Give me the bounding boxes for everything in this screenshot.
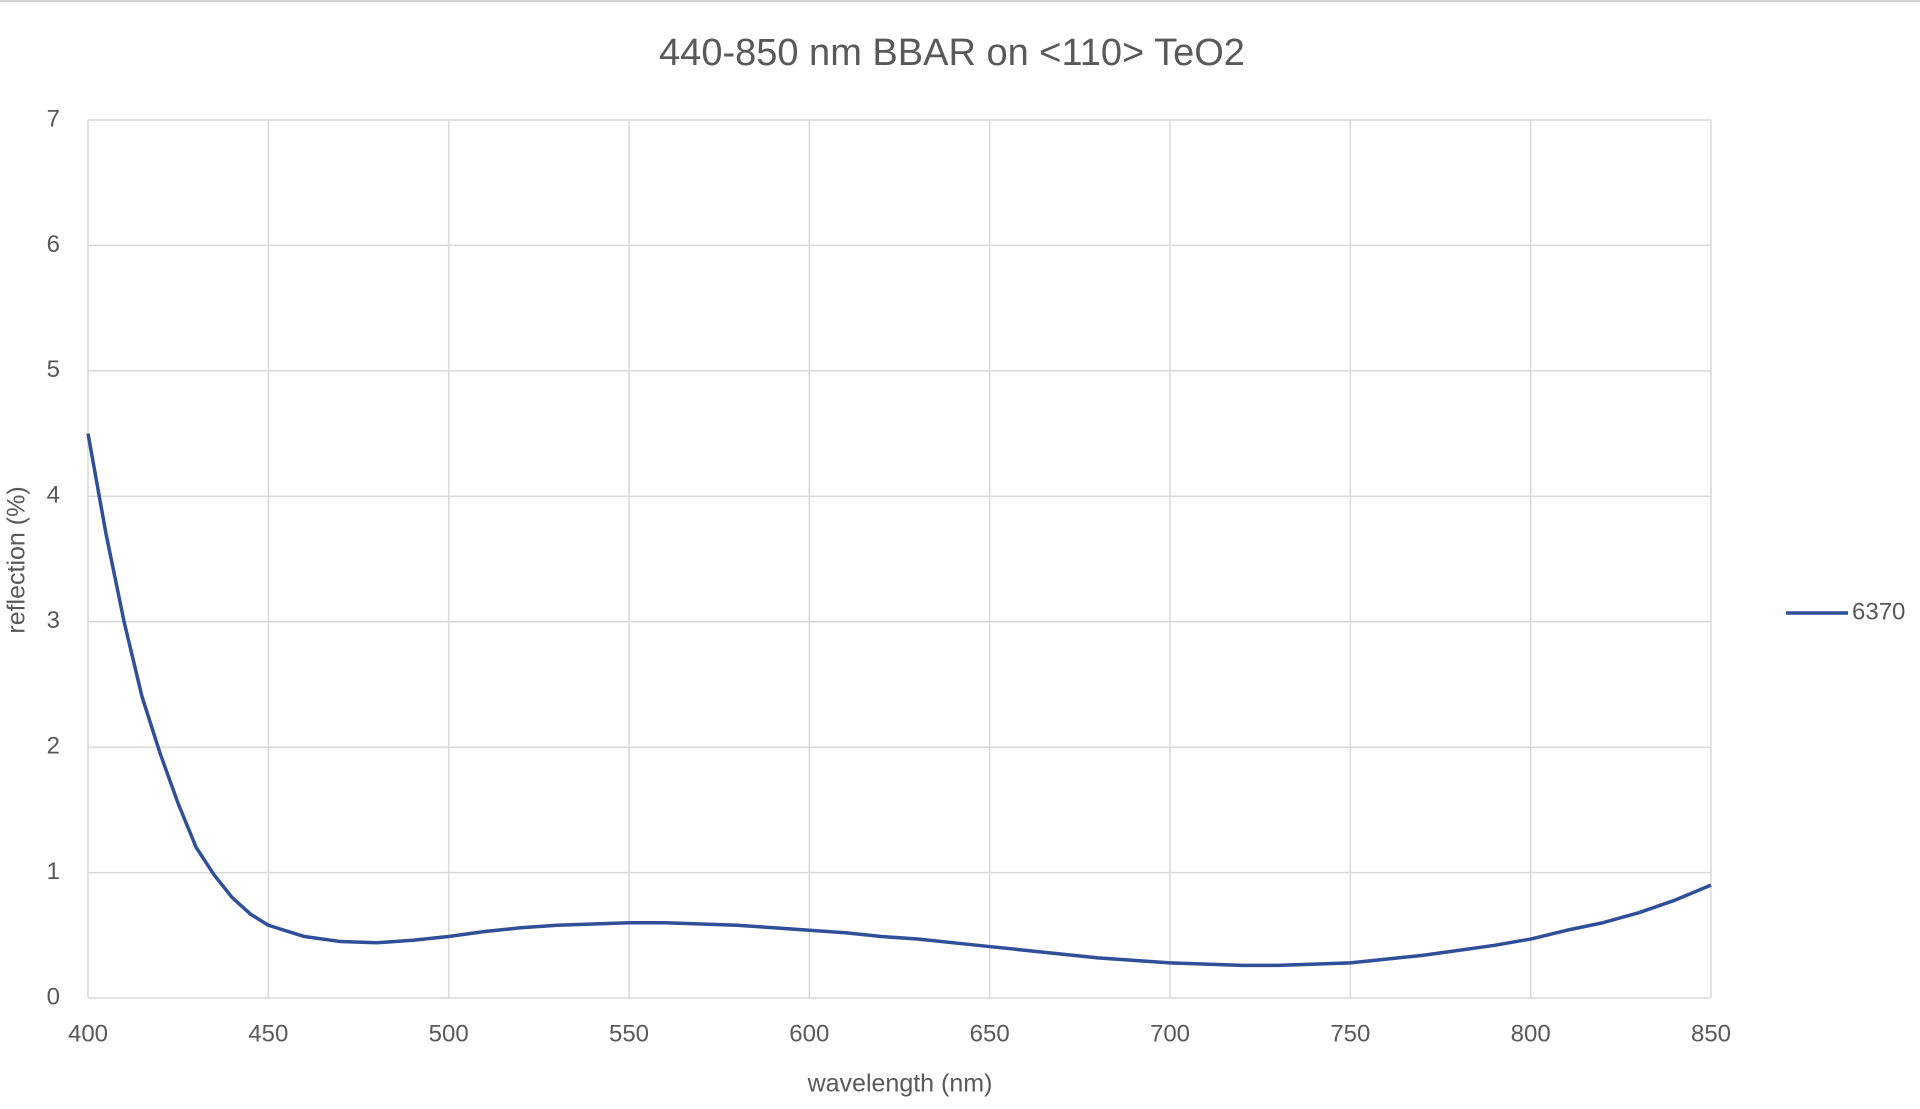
y-tick-label: 4 — [47, 482, 60, 509]
x-tick-label: 600 — [789, 1020, 829, 1047]
x-tick-label: 550 — [609, 1020, 649, 1047]
series-line — [86, 433, 1712, 968]
x-axis-label: wavelength (nm) — [807, 1070, 993, 1098]
y-axis-label: reflection (%) — [3, 486, 31, 633]
x-tick-label: 650 — [970, 1020, 1010, 1047]
y-tick-label: 1 — [47, 858, 60, 885]
x-tick-label: 750 — [1330, 1020, 1370, 1047]
y-tick-label: 6 — [47, 231, 60, 258]
y-tick-label: 0 — [47, 983, 60, 1010]
x-tick-label: 400 — [68, 1020, 108, 1047]
y-tick-label: 5 — [47, 356, 60, 383]
x-tick-label: 450 — [248, 1020, 288, 1047]
y-tick-label: 2 — [47, 732, 60, 759]
x-tick-label: 500 — [429, 1020, 469, 1047]
x-tick-label: 800 — [1511, 1020, 1551, 1047]
chart-title: 440-850 nm BBAR on <110> TeO2 — [659, 32, 1245, 74]
y-tick-label: 7 — [47, 105, 60, 132]
legend-label: 6370 — [1852, 598, 1905, 625]
x-tick-label: 700 — [1150, 1020, 1190, 1047]
y-tick-label: 3 — [47, 607, 60, 634]
x-tick-label: 850 — [1691, 1020, 1731, 1047]
